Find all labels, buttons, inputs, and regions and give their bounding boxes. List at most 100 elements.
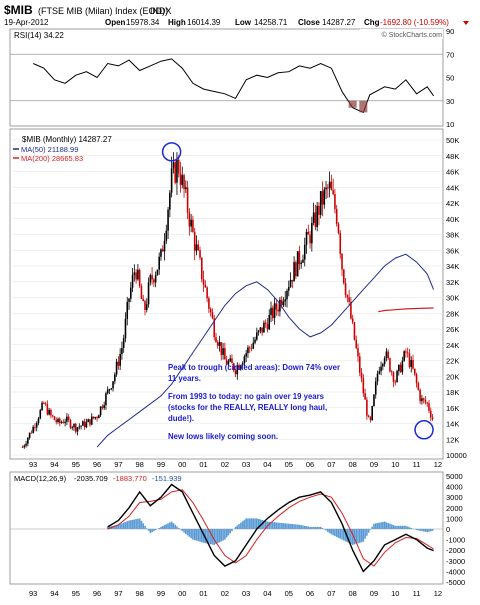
price-candle-body [293,262,295,281]
price-candle-body [32,427,34,433]
price-candle-body [299,251,301,264]
macd-histogram-bar [222,529,224,540]
price-candle-body [36,423,38,427]
price-candle-body [297,251,299,276]
price-candle-body [189,213,191,227]
macd-histogram-bar [247,518,249,529]
price-candle-body [355,340,357,348]
macd-histogram-bar [299,525,301,529]
price-candle-body [222,348,224,355]
macd-histogram-bar [251,518,253,529]
price-tick-label: 18K [446,388,459,397]
macd-histogram-bar [378,523,380,529]
x-tick-label: 12 [434,460,442,469]
x-tick-label: 02 [221,589,229,598]
price-candle-body [173,162,175,168]
price-candle-body [162,249,164,251]
price-candle-body [394,382,396,383]
price-candle-body [396,371,398,382]
macd-histogram-bar [386,522,388,529]
macd-histogram-bar [380,522,382,529]
price-candle-body [221,342,223,355]
price-candle-body [224,348,226,359]
price-candle-body [190,220,192,227]
price-candle-body [387,352,389,359]
macd-histogram-bar [329,529,331,533]
price-candle-body [323,189,325,204]
x-tick-label: 11 [413,589,421,598]
price-candle-body [54,417,56,421]
price-candle-body [41,403,43,410]
price-candle-body [380,366,382,371]
price-candle-body [73,424,75,427]
annotation-line-2: 11 years. [168,374,201,383]
price-candle-body [338,224,340,233]
price-candle-body [137,270,139,280]
x-tick-label: 99 [157,460,165,469]
macd-histogram-bar [425,529,427,532]
rsi-frame [10,29,443,126]
macd-legend-name: MACD(12,26,9) [14,474,67,483]
macd-histogram-bar [146,528,148,529]
rsi-tick-label: 70 [446,50,454,59]
x-tick-label: 02 [221,460,229,469]
price-candle-body [82,421,84,425]
price-candle-body [158,257,160,270]
rsi-tick-label: 50 [446,74,454,83]
price-candle-body [281,300,283,305]
price-candle-body [94,417,96,418]
price-candle-body [261,327,263,332]
price-candle-body [352,318,354,322]
price-candle-body [361,373,363,379]
price-candle-body [48,410,50,415]
price-candle-body [300,263,302,264]
price-tick-label: 24K [446,341,459,350]
x-tick-label: 05 [285,460,293,469]
price-candle-body [187,187,189,212]
price-candle-body [50,410,52,415]
macd-panel: MACD(12,26,9) -2035.709 -1883.770 -151.9… [10,472,465,587]
macd-histogram-bar [309,527,311,529]
macd-histogram-bar [226,529,228,537]
price-candle-body [126,302,128,319]
price-candle-body [267,324,269,330]
price-candle-body [135,272,137,279]
close-value: 14287.27 [322,18,356,27]
price-candle-body [389,358,391,371]
price-candle-body [245,353,247,356]
macd-histogram-bar [167,523,169,529]
annotation-line-3: From 1993 to today: no gain over 19 year… [168,392,325,401]
price-candle-body [409,353,411,367]
macd-histogram-bar [384,522,386,529]
price-candle-body [194,232,196,251]
price-candle-body [418,383,420,390]
price-candle-body [86,422,88,427]
price-candle-body [405,351,407,352]
price-candle-body [325,188,327,190]
x-tick-label: 11 [413,460,421,469]
price-candle-body [359,356,361,372]
x-tick-label: 08 [348,460,356,469]
macd-histogram-bar [320,527,322,529]
macd-tick-label: 2000 [446,504,463,513]
macd-histogram-bar [396,526,398,529]
macd-histogram-bar [300,525,302,529]
price-candle-body [167,210,169,231]
price-candle-body [185,187,187,189]
annotation-line-6: New lows likely coming soon. [168,432,278,441]
price-candle-body [345,283,347,295]
macd-histogram-bar [428,529,430,532]
price-candle-body [416,374,418,383]
price-candle-body [201,258,203,280]
price-candle-body [315,212,317,227]
price-candle-body [55,420,57,422]
macd-histogram-bar [368,529,370,533]
ohlc-readout: Open 15978.34 High 16014.39 Low 14258.71… [105,18,449,27]
rsi-tick-label: 10 [446,120,454,129]
macd-histogram-bar [418,529,420,530]
macd-histogram-bar [322,528,324,529]
price-candle-body [91,417,93,425]
low-label: Low [235,18,252,27]
macd-histogram-bar [394,526,396,529]
